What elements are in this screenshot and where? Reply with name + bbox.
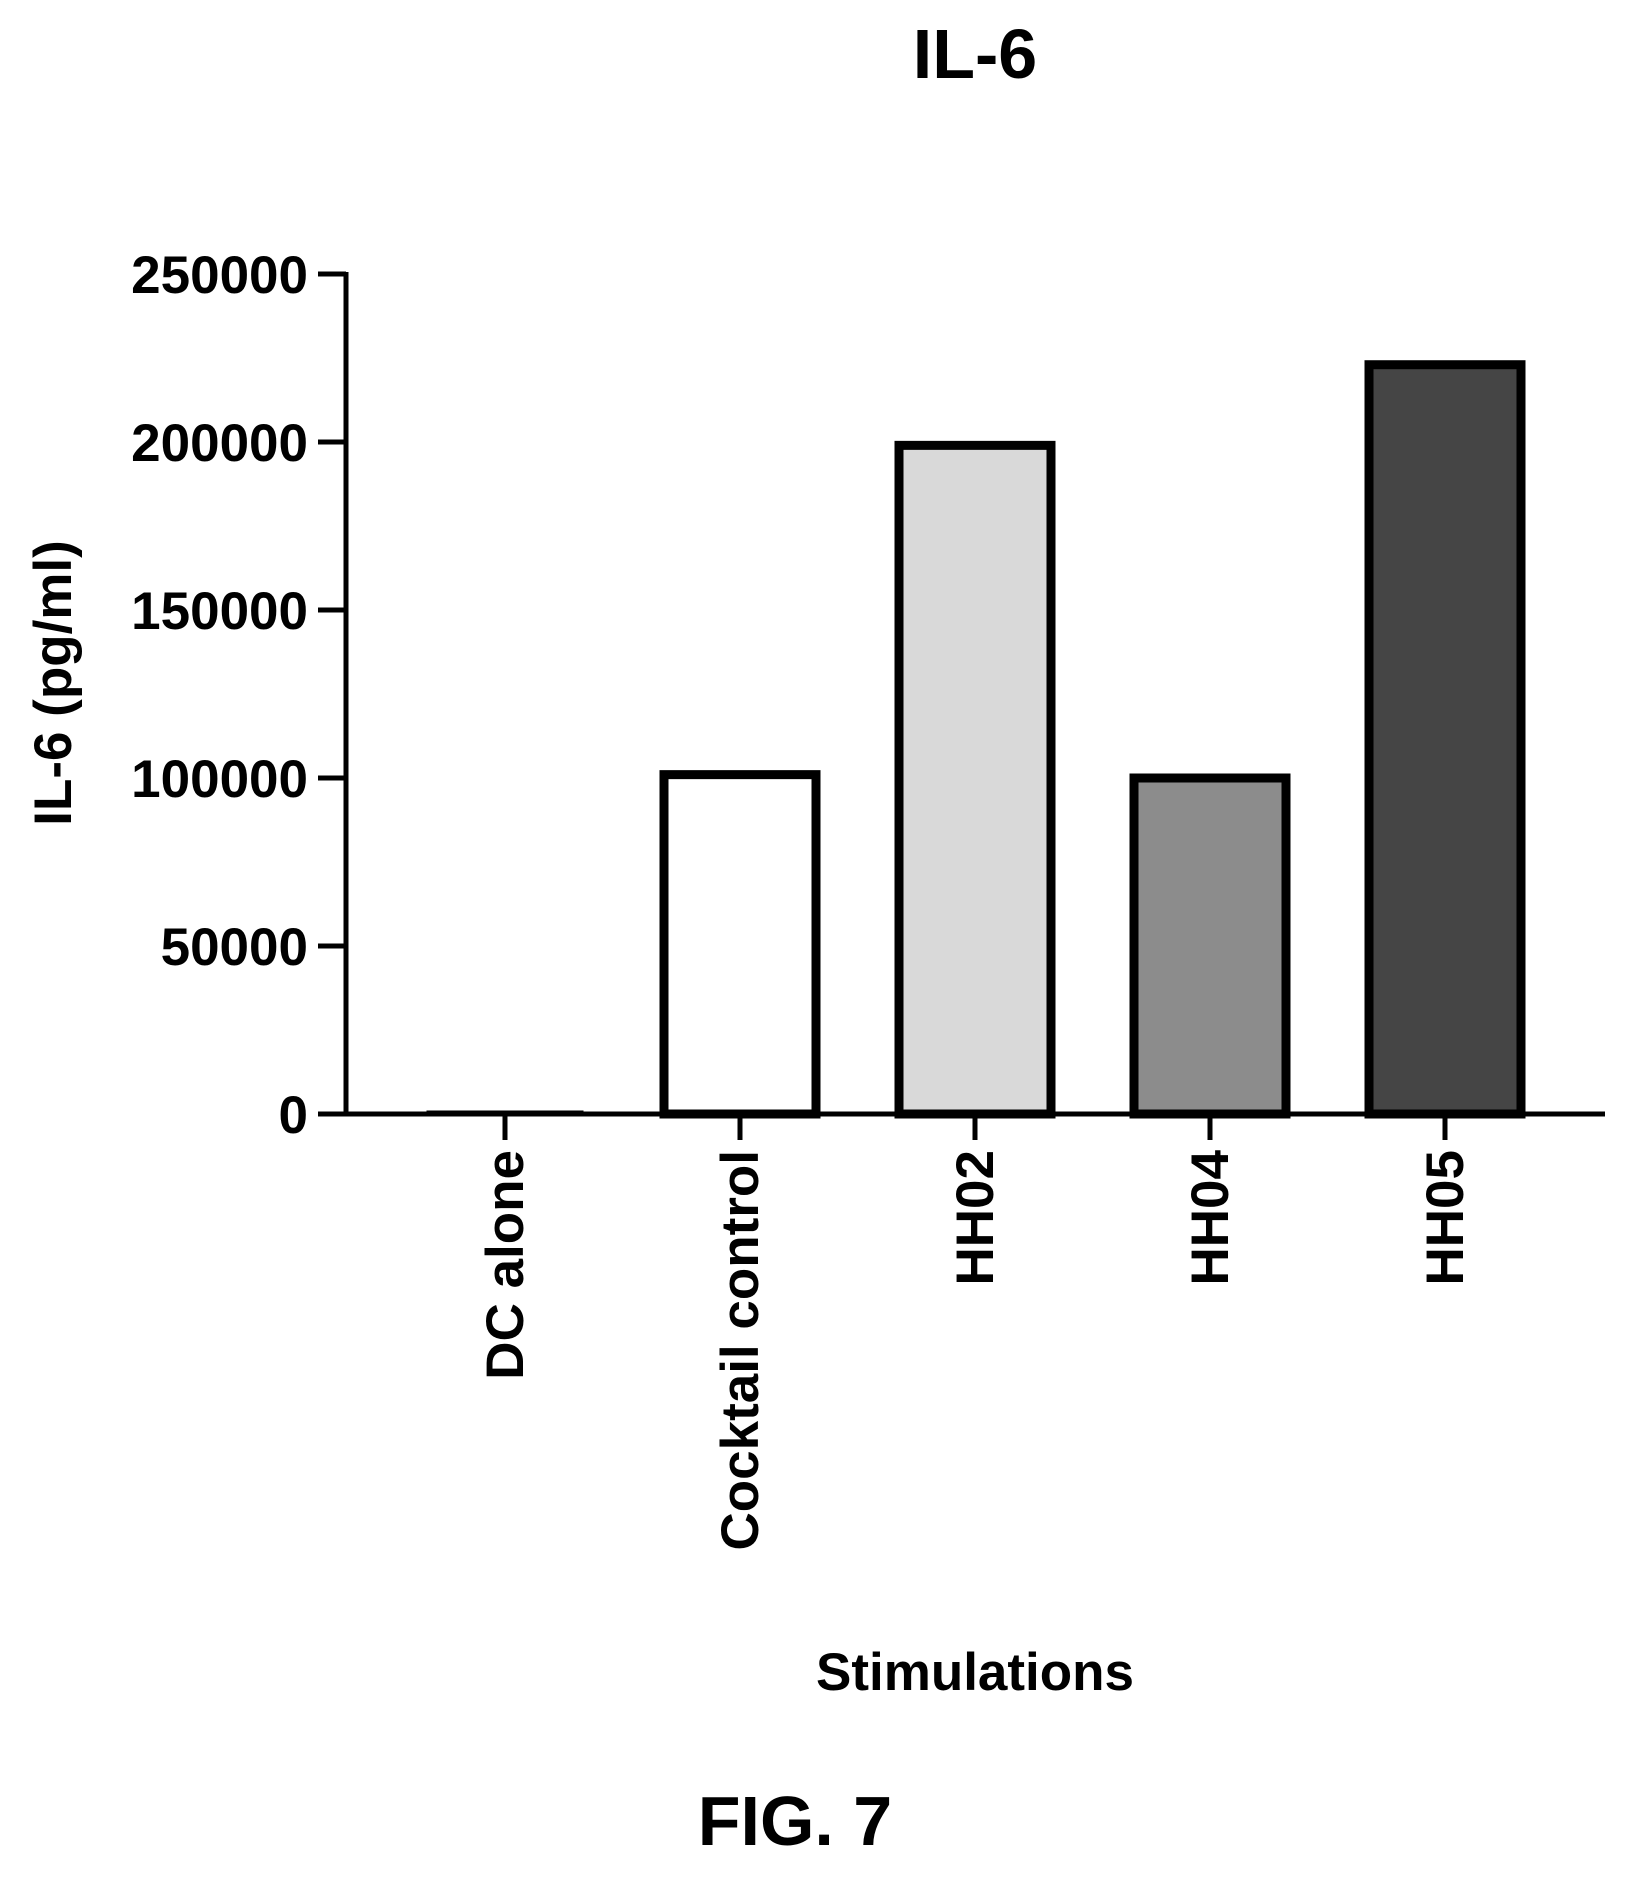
y-tick-label: 250000 bbox=[131, 246, 308, 305]
y-axis-title: IL-6 (pg/ml) bbox=[24, 540, 83, 826]
x-tick-label: DC alone bbox=[476, 1150, 535, 1380]
bar bbox=[1364, 360, 1526, 1119]
x-tick-label: Cocktail control bbox=[711, 1150, 770, 1551]
bar bbox=[1129, 773, 1291, 1119]
plot-area: 0 50000 100000 150000 200000 250000 DC alone Co… bbox=[131, 246, 1605, 1551]
chart-title: IL-6 bbox=[913, 15, 1037, 93]
y-tick-label: 100000 bbox=[131, 750, 308, 809]
x-tick-label: HH04 bbox=[1181, 1149, 1240, 1285]
y-tick-label: 200000 bbox=[131, 414, 308, 473]
x-axis-title: Stimulations bbox=[816, 1643, 1134, 1702]
bar bbox=[659, 770, 821, 1119]
y-tick-label: 50000 bbox=[161, 918, 308, 977]
x-tick-label: HH05 bbox=[1416, 1150, 1475, 1286]
y-tick-label: 150000 bbox=[131, 582, 308, 641]
x-tick-label: HH02 bbox=[946, 1150, 1005, 1286]
bar bbox=[894, 440, 1056, 1119]
figure-caption: FIG. 7 bbox=[698, 1782, 892, 1860]
y-tick-label: 0 bbox=[279, 1086, 308, 1145]
